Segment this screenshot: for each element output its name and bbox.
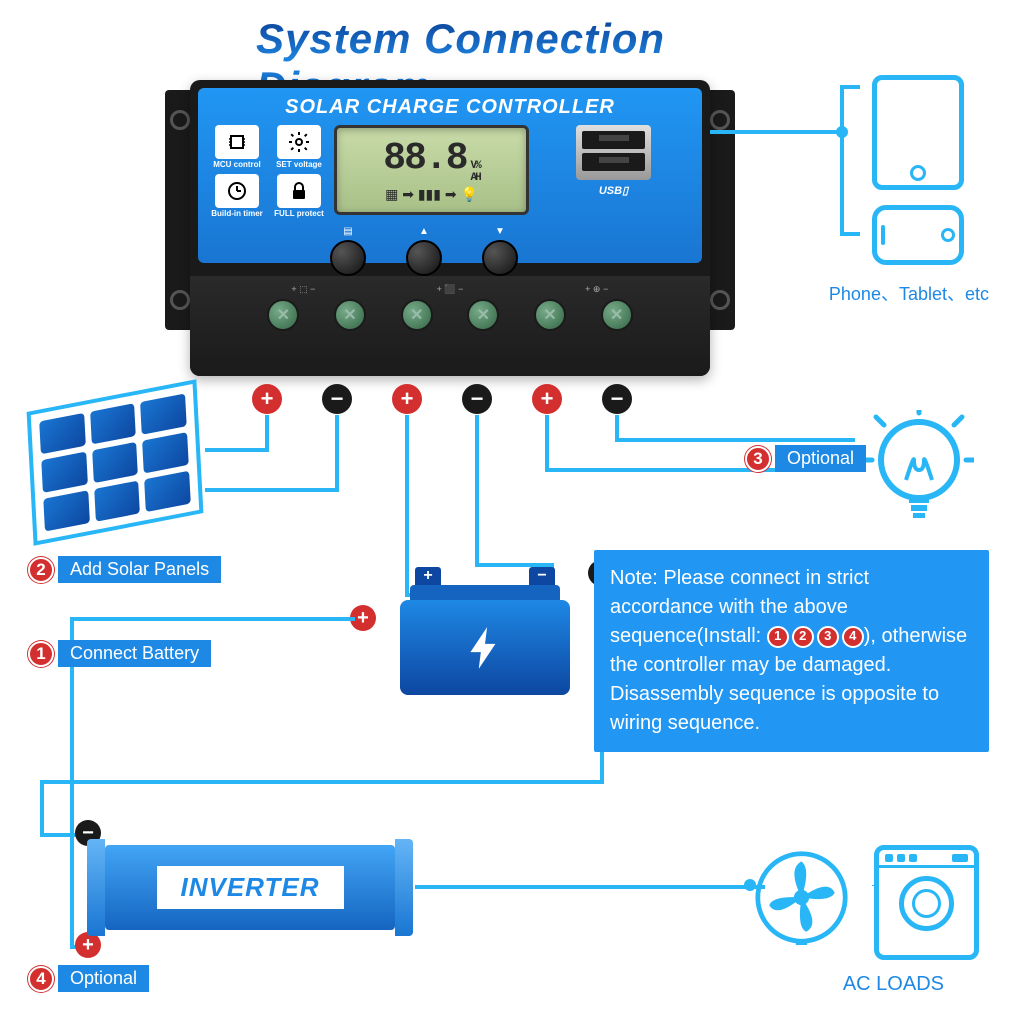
note-box: Note: Please connect in strict accordanc… [594,550,989,752]
feature-voltage-label: SET voltage [272,161,326,170]
phone-tablet-label: Phone、Tablet、etc [829,280,989,306]
feature-timer-label: Build-in timer [210,210,264,219]
terminal-bat-pos [401,299,433,331]
gear-icon [277,125,321,159]
tablet-icon [872,75,964,190]
solar-charge-controller: SOLAR CHARGE CONTROLLER MCU control Buil… [190,80,710,376]
term-label-load: + ⊕ − [523,284,670,295]
controller-title: SOLAR CHARGE CONTROLLER [210,96,690,119]
phone-icon [872,205,964,265]
mcu-icon [215,125,259,159]
feature-protect-label: FULL protect [272,210,326,219]
inverter: INVERTER [105,845,395,930]
badge-solar-panels: 2 Add Solar Panels [28,556,221,583]
timer-icon [215,174,259,208]
terminal-solar-pos [267,299,299,331]
knob-menu[interactable] [330,240,366,276]
terminal-solar-neg [334,299,366,331]
lock-icon [277,174,321,208]
fan-icon [754,850,849,945]
ac-loads-label: AC LOADS [843,973,944,996]
badge-connect-battery: 1 Connect Battery [28,640,211,667]
battery-icon: + − [400,575,570,695]
lightbulb-icon [864,410,974,545]
washing-machine-icon [874,845,979,960]
term-label-solar: + ⬚ − [230,284,377,295]
feature-mcu-label: MCU control [210,161,264,170]
terminal-bat-neg [467,299,499,331]
term-label-battery: + ⬛ − [377,284,524,295]
knob-down[interactable] [482,240,518,276]
terminal-load-neg [601,299,633,331]
badge-optional-inverter: 4 Optional [28,965,149,992]
usb-label: USB▯ [537,184,690,197]
wire-usb [710,130,840,134]
lcd-display: 88.8V%AH ▦ ➡ ▮▮▮ ➡ 💡 [334,125,529,215]
knob-up[interactable] [406,240,442,276]
solar-panel-icon [27,379,204,546]
badge-optional-load: 3 Optional [745,445,866,472]
note-sequence: 1234 [767,626,864,648]
usb-ports [576,125,651,180]
terminal-polarity-row: +− +− +− [252,384,632,414]
inverter-label: INVERTER [157,866,344,909]
terminal-load-pos [534,299,566,331]
